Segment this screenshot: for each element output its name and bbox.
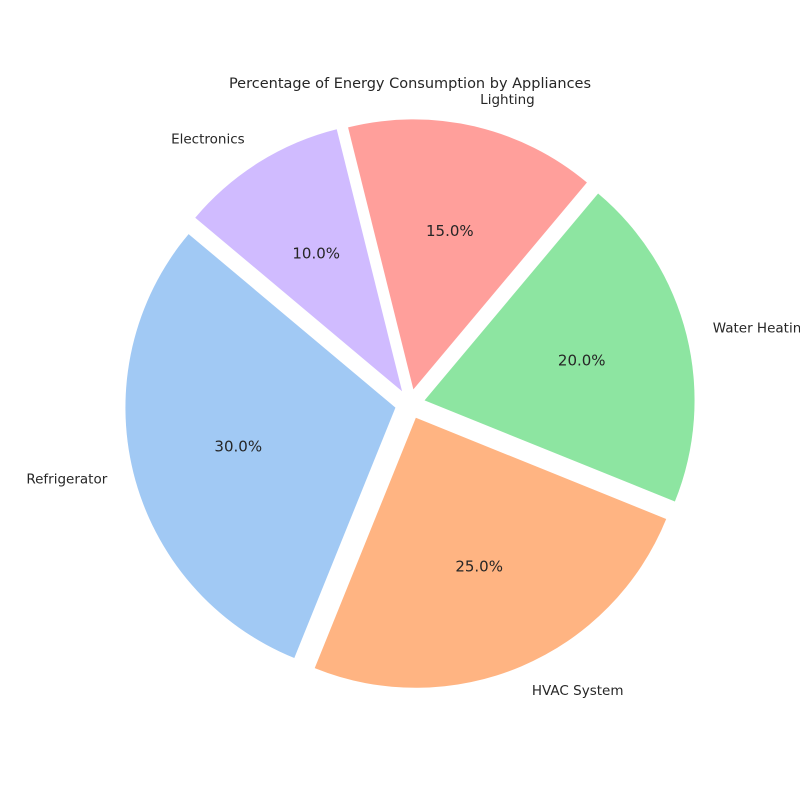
pie-slice-electronics	[195, 129, 403, 392]
percent-label-electronics: 10.0%	[292, 244, 340, 262]
slice-label-lighting: Lighting	[480, 92, 535, 108]
pie-labels: Refrigerator 30.0% HVAC System 25.0% Water H…	[26, 92, 800, 699]
pie-slice-refrigerator	[125, 234, 396, 658]
slice-label-hvac-system: HVAC System	[532, 683, 624, 699]
chart-title: Percentage of Energy Consumption by Appl…	[229, 76, 591, 92]
slice-label-water-heating: Water Heating	[713, 321, 800, 337]
pie-slice-water-heating	[424, 193, 695, 502]
pie-slice-lighting	[348, 119, 587, 390]
percent-label-lighting: 15.0%	[426, 222, 474, 240]
percent-label-refrigerator: 30.0%	[214, 437, 262, 455]
slice-label-refrigerator: Refrigerator	[26, 471, 107, 487]
pie-slice-hvac-system	[314, 417, 667, 688]
percent-label-water-heating: 20.0%	[558, 352, 606, 370]
pie-slices	[125, 119, 695, 688]
percent-label-hvac-system: 25.0%	[455, 557, 503, 575]
slice-label-electronics: Electronics	[171, 131, 245, 147]
